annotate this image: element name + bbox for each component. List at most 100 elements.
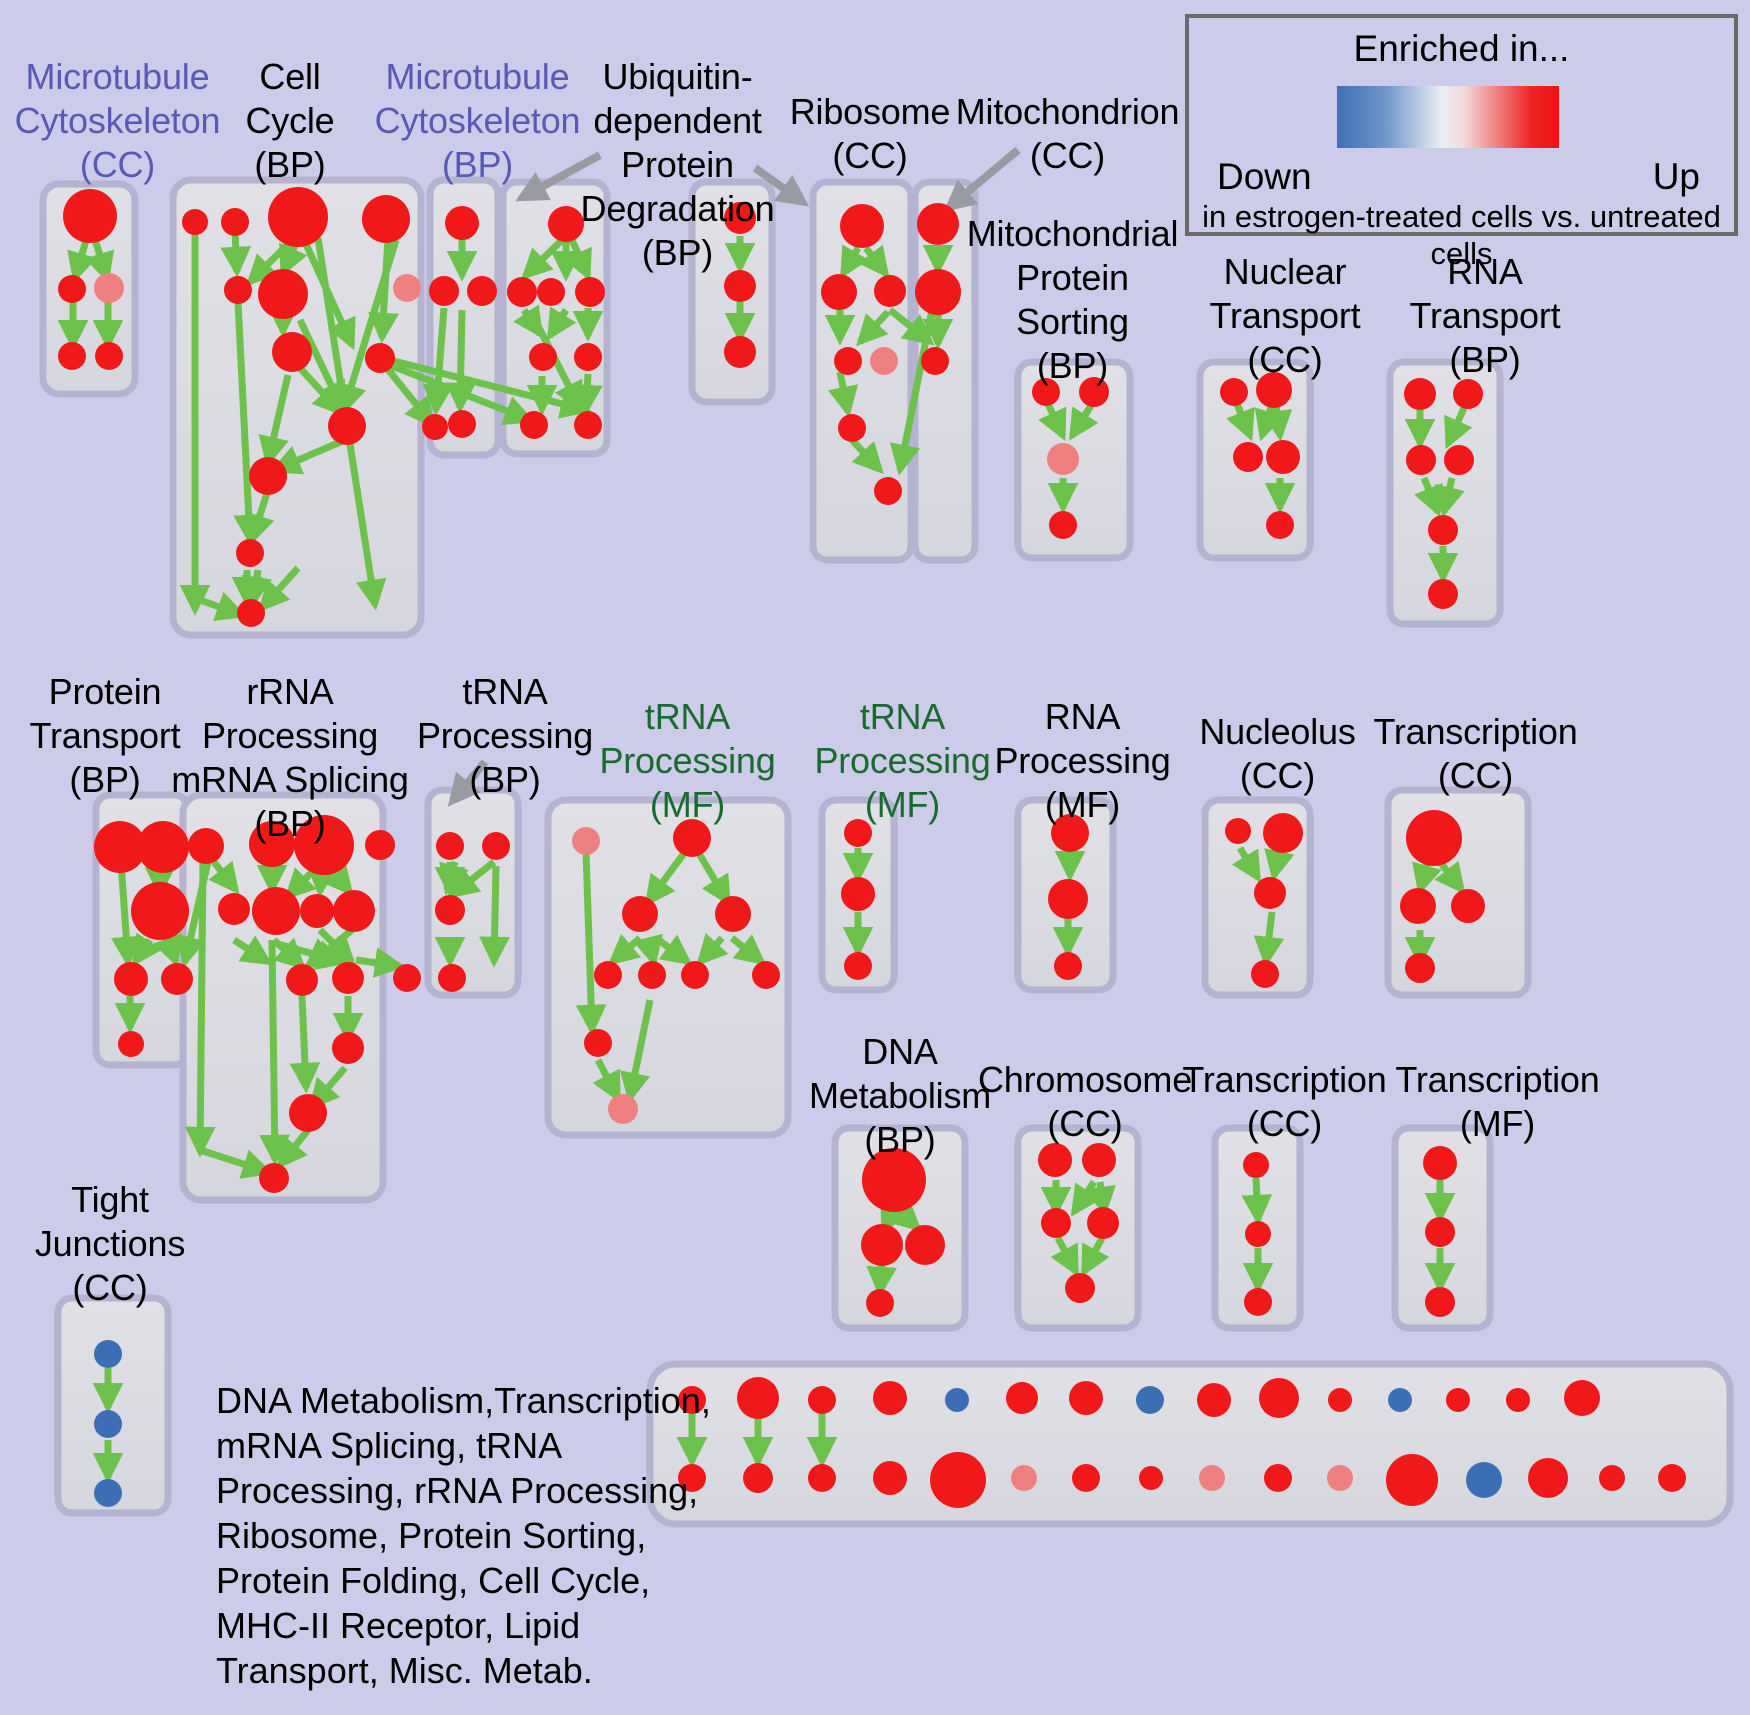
cluster-label-rna-transport-bp: RNA Transport (BP) xyxy=(1409,251,1561,380)
node xyxy=(584,1029,612,1057)
node xyxy=(252,887,300,935)
node xyxy=(1220,378,1248,406)
node xyxy=(218,893,250,925)
node xyxy=(1506,1388,1530,1412)
cluster-label-nuclear-transport-cc: Nuclear Transport (CC) xyxy=(1209,251,1361,380)
node xyxy=(1079,377,1109,407)
legend-title: Enriched in... xyxy=(1353,28,1570,69)
node xyxy=(752,961,780,989)
cluster-label-ribosome-cc: Ribosome (CC) xyxy=(789,91,951,176)
node xyxy=(1404,378,1436,410)
node xyxy=(137,821,189,873)
node xyxy=(94,1340,122,1368)
node xyxy=(445,206,479,240)
node xyxy=(436,832,464,860)
panel-trna-processing-bp xyxy=(424,786,522,999)
node xyxy=(1466,1462,1502,1498)
node xyxy=(286,964,318,996)
node xyxy=(1197,1383,1231,1417)
node xyxy=(236,539,264,567)
cluster-label-mitochondrial-protein-sorting-bp: Mitochondrial Protein Sorting (BP) xyxy=(966,213,1179,386)
node xyxy=(422,414,448,440)
node xyxy=(161,963,193,995)
cluster-label-rrna-processing-mrna-splicing-bp: rRNA Processing mRNA Splicing (BP) xyxy=(171,671,409,844)
node xyxy=(1425,1287,1455,1317)
node xyxy=(1423,1146,1457,1180)
node xyxy=(365,343,395,373)
legend-box: Enriched in... Down Up in estrogen-treat… xyxy=(1185,14,1738,271)
node xyxy=(1245,1221,1271,1247)
network-nodes xyxy=(58,187,1686,1508)
node xyxy=(1054,952,1082,980)
node xyxy=(221,208,249,236)
node xyxy=(1446,1388,1470,1412)
node xyxy=(482,832,510,860)
node xyxy=(737,1377,779,1419)
cluster-label-tight-junctions-cc: Tight Junctions (CC) xyxy=(34,1179,186,1308)
node xyxy=(673,819,711,857)
node xyxy=(574,411,602,439)
node xyxy=(1451,889,1485,923)
node xyxy=(1011,1465,1037,1491)
node xyxy=(1400,888,1436,924)
node xyxy=(289,1094,327,1132)
node xyxy=(224,276,252,304)
node xyxy=(574,343,602,371)
node xyxy=(622,896,658,932)
node xyxy=(94,273,124,303)
node xyxy=(945,1388,969,1412)
node xyxy=(435,895,465,925)
node xyxy=(1072,1464,1100,1492)
node xyxy=(448,410,476,438)
node xyxy=(870,347,898,375)
cluster-label-transcription-cc-top: Transcription (CC) xyxy=(1373,711,1578,796)
cluster-label-rna-processing-mf: RNA Processing (MF) xyxy=(994,696,1171,825)
node xyxy=(94,821,146,873)
cluster-label-transcription-cc-bottom: Transcription (CC) xyxy=(1182,1059,1387,1144)
node xyxy=(575,277,605,307)
node xyxy=(1428,515,1458,545)
node xyxy=(1047,443,1079,475)
node xyxy=(861,1224,903,1266)
pointer-trna-processing-bp xyxy=(447,759,489,807)
node xyxy=(294,815,354,875)
node xyxy=(930,1452,986,1508)
node xyxy=(1405,953,1435,983)
cluster-label-mitochondrion-cc: Mitochondrion (CC) xyxy=(955,91,1180,176)
node xyxy=(467,276,497,306)
node xyxy=(1564,1380,1600,1416)
cluster-label-transcription-mf: Transcription (MF) xyxy=(1395,1059,1600,1144)
node xyxy=(715,896,751,932)
node xyxy=(844,819,872,847)
node xyxy=(63,189,117,243)
node xyxy=(249,821,295,867)
cluster-label-microtubule-cytoskeleton-cc: Microtubule Cytoskeleton (CC) xyxy=(14,56,221,185)
node xyxy=(905,1225,945,1265)
node xyxy=(1065,1273,1095,1303)
cluster-label-protein-transport-bp: Protein Transport (BP) xyxy=(29,671,181,800)
node xyxy=(1051,814,1089,852)
node xyxy=(840,204,884,248)
node xyxy=(808,1464,836,1492)
node xyxy=(182,209,208,235)
node xyxy=(1038,1143,1072,1177)
node xyxy=(1041,1208,1071,1238)
cluster-label-trna-processing-mf-1: tRNA Processing (MF) xyxy=(599,696,776,825)
node xyxy=(1599,1465,1625,1491)
node xyxy=(1233,442,1263,472)
node xyxy=(874,477,902,505)
node xyxy=(118,1031,144,1057)
node xyxy=(678,1464,706,1492)
node xyxy=(808,1386,836,1414)
unclustered-summary-text: DNA Metabolism,Transcription, mRNA Splic… xyxy=(216,1380,711,1691)
node xyxy=(114,962,148,996)
node xyxy=(1243,1152,1269,1178)
node xyxy=(724,202,756,234)
cluster-label-microtubule-cytoskeleton-bp: Microtubule Cytoskeleton (BP) xyxy=(374,56,581,185)
node xyxy=(1244,1288,1272,1316)
node xyxy=(58,275,86,303)
node xyxy=(438,964,466,992)
node xyxy=(1087,1207,1119,1239)
cluster-label-nucleolus-cc: Nucleolus (CC) xyxy=(1199,711,1356,796)
